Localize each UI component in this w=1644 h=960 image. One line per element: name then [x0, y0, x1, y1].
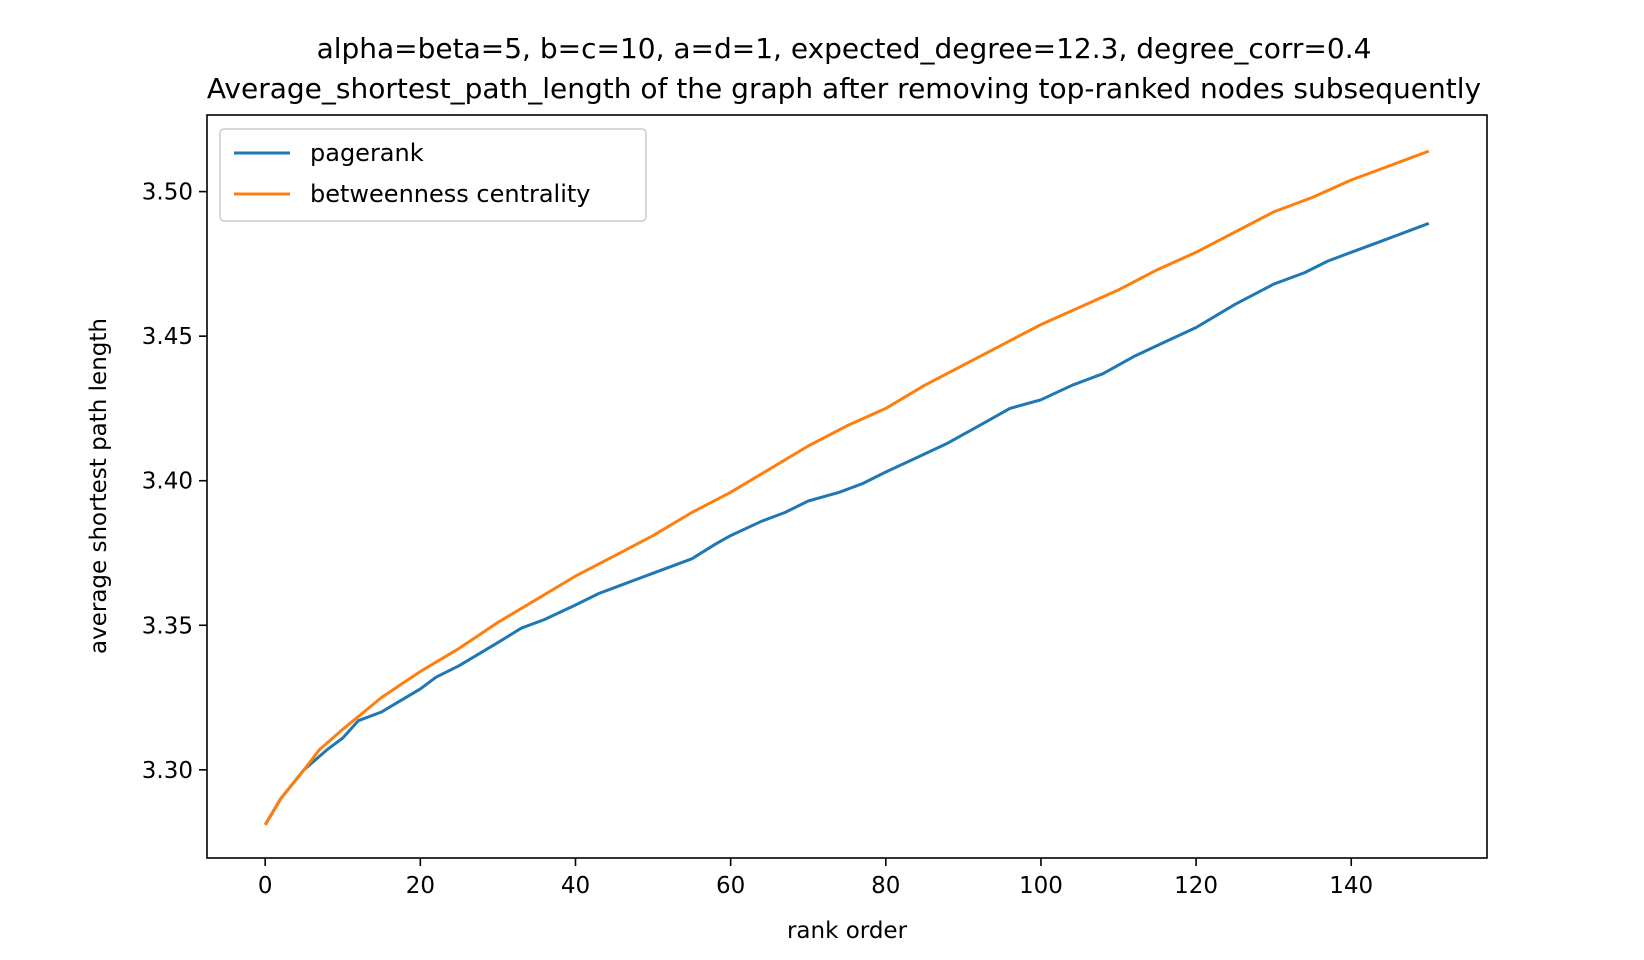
y-tick-label: 3.30: [142, 758, 193, 784]
x-axis-ticks: 0 20 40 60 80 100 120 140: [258, 858, 1373, 899]
x-axis-label: rank order: [787, 918, 908, 944]
y-axis-label: average shortest path length: [86, 318, 112, 654]
x-tick-label: 40: [561, 873, 590, 899]
x-tick-label: 120: [1174, 873, 1218, 899]
y-tick-label: 3.50: [142, 180, 193, 206]
legend-box: [219, 128, 647, 222]
x-tick-label: 80: [871, 873, 900, 899]
series-line-pagerank: [263, 221, 1430, 826]
x-tick-label: 20: [406, 873, 435, 899]
plot-area-frame: [206, 114, 1488, 859]
y-tick-label: 3.35: [142, 613, 193, 639]
x-tick-label: 140: [1329, 873, 1373, 899]
legend-label-pagerank: pagerank: [310, 139, 424, 167]
series-layer: [263, 149, 1430, 826]
y-tick-label: 3.45: [142, 324, 193, 350]
legend: pagerank betweenness centrality: [219, 128, 647, 222]
x-tick-label: 100: [1019, 873, 1063, 899]
chart-title-line-1: alpha=beta=5, b=c=10, a=d=1, expected_de…: [317, 32, 1372, 65]
y-tick-label: 3.40: [142, 469, 193, 495]
legend-label-betweenness-centrality: betweenness centrality: [310, 180, 591, 208]
y-axis-ticks: 3.30 3.35 3.40 3.45 3.50: [142, 180, 207, 784]
x-tick-label: 0: [258, 873, 273, 899]
series-line-betweenness-centrality: [263, 149, 1430, 826]
chart-title-line-2: Average_shortest_path_length of the grap…: [207, 72, 1481, 105]
x-tick-label: 60: [716, 873, 745, 899]
